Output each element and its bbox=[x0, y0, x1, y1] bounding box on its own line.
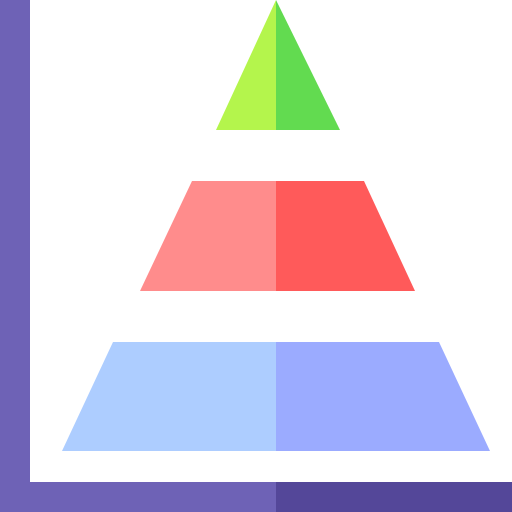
pyramid-top-tier-right bbox=[276, 0, 340, 130]
pyramid-middle-tier-right bbox=[276, 181, 415, 291]
pyramid-middle-tier-left bbox=[140, 181, 276, 291]
pyramid-bottom-tier-left bbox=[62, 342, 276, 451]
frame-bottom-bar-left bbox=[0, 482, 276, 512]
frame-bottom-bar-right bbox=[276, 482, 512, 512]
pyramid-bottom-tier-right bbox=[276, 342, 490, 451]
pyramid-top-tier-left bbox=[216, 0, 276, 130]
frame-left-bar bbox=[0, 0, 30, 512]
